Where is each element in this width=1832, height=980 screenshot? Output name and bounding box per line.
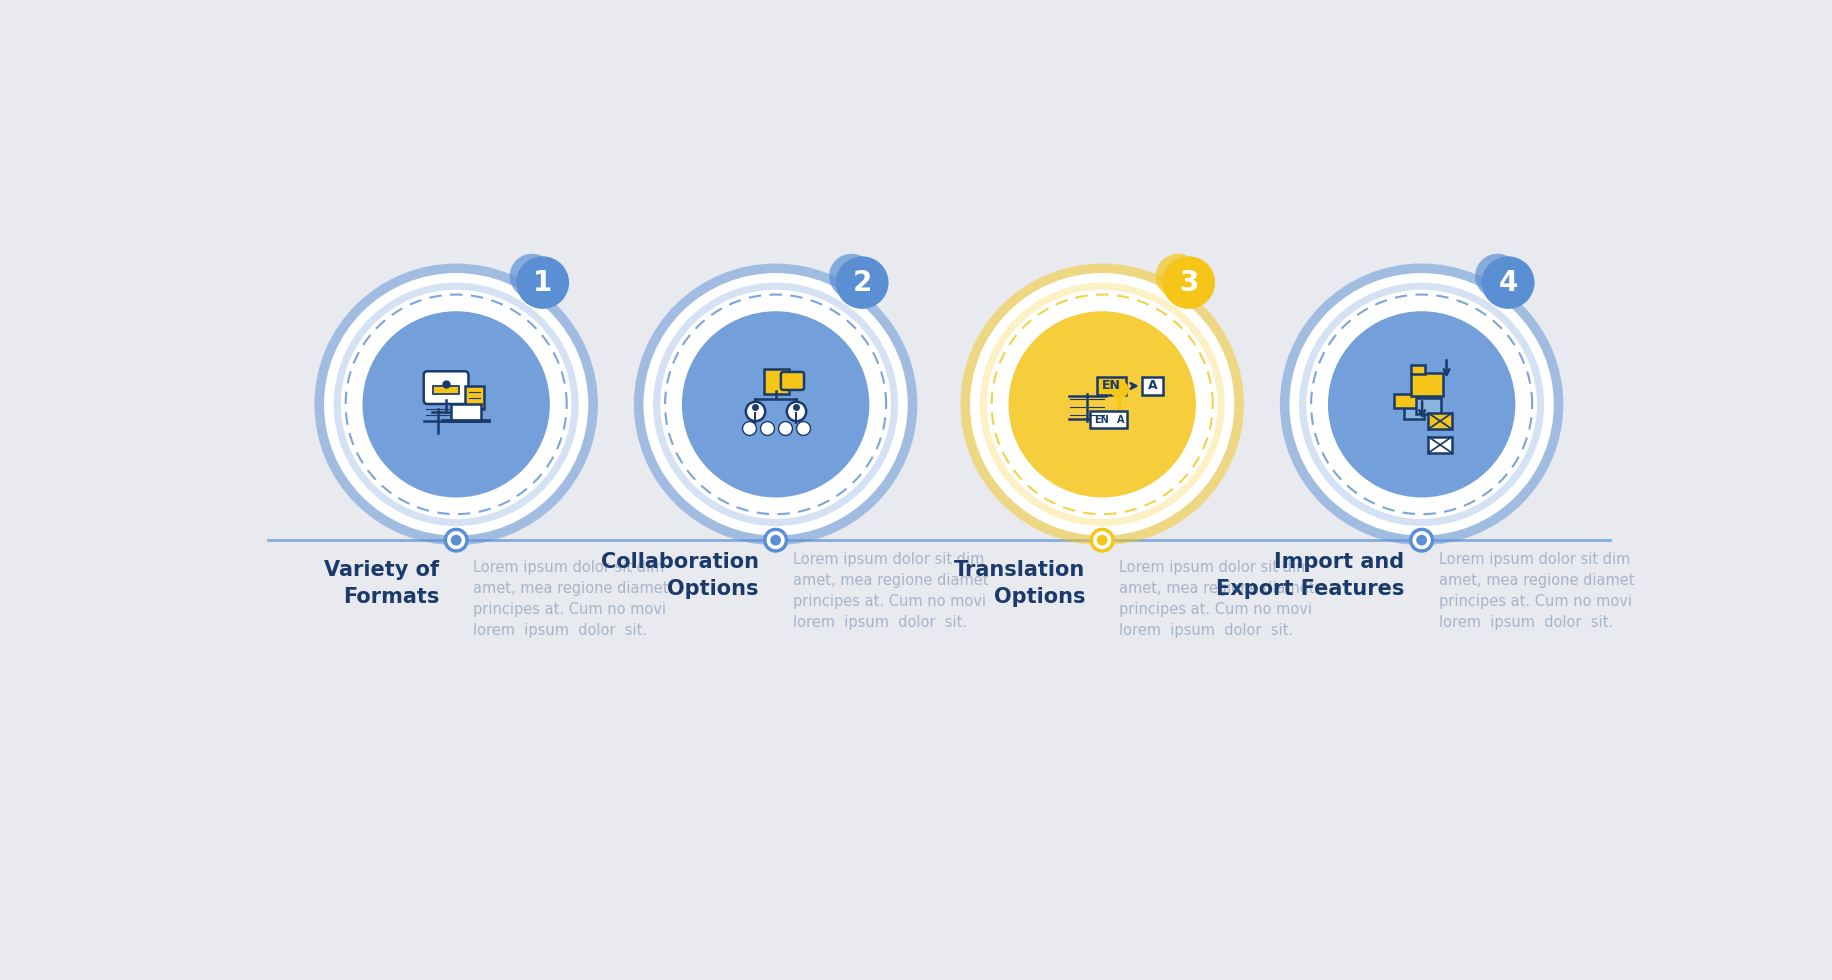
Circle shape — [1416, 535, 1427, 546]
Circle shape — [1299, 282, 1544, 526]
Circle shape — [1161, 257, 1215, 309]
Circle shape — [1290, 273, 1554, 536]
Circle shape — [1328, 312, 1515, 498]
Circle shape — [987, 290, 1218, 519]
Text: Lorem ipsum dolor sit dim
amet, mea regione diamet
principes at. Cum no movi
lor: Lorem ipsum dolor sit dim amet, mea regi… — [1119, 561, 1315, 638]
Circle shape — [643, 273, 909, 536]
Circle shape — [634, 264, 918, 545]
Circle shape — [445, 529, 467, 551]
Circle shape — [764, 529, 786, 551]
Text: A: A — [1118, 416, 1125, 425]
FancyBboxPatch shape — [423, 371, 469, 404]
Text: 1: 1 — [533, 269, 551, 297]
Text: 4: 4 — [1499, 269, 1517, 297]
Circle shape — [363, 312, 550, 498]
Circle shape — [315, 264, 597, 545]
Text: EN: EN — [1103, 379, 1121, 392]
Circle shape — [517, 257, 570, 309]
Circle shape — [1156, 254, 1200, 298]
Circle shape — [960, 264, 1244, 545]
Circle shape — [652, 282, 898, 526]
FancyBboxPatch shape — [465, 386, 484, 410]
FancyBboxPatch shape — [1429, 413, 1453, 429]
FancyBboxPatch shape — [1411, 372, 1442, 396]
Circle shape — [682, 312, 870, 498]
FancyBboxPatch shape — [1097, 376, 1127, 395]
FancyBboxPatch shape — [1090, 411, 1127, 427]
Text: Variety of
Formats: Variety of Formats — [324, 561, 440, 607]
FancyBboxPatch shape — [432, 386, 460, 394]
Text: Lorem ipsum dolor sit dim
amet, mea regione diamet
principes at. Cum no movi
lor: Lorem ipsum dolor sit dim amet, mea regi… — [793, 553, 987, 630]
Circle shape — [1475, 254, 1521, 298]
FancyBboxPatch shape — [780, 372, 804, 390]
Circle shape — [341, 290, 572, 519]
Circle shape — [1092, 529, 1114, 551]
Text: 2: 2 — [852, 269, 872, 297]
Text: Lorem ipsum dolor sit dim
amet, mea regione diamet
principes at. Cum no movi
lor: Lorem ipsum dolor sit dim amet, mea regi… — [1438, 553, 1634, 630]
Text: Lorem ipsum dolor sit dim
amet, mea regione diamet
principes at. Cum no movi
lor: Lorem ipsum dolor sit dim amet, mea regi… — [473, 561, 669, 638]
Circle shape — [835, 257, 889, 309]
Text: Collaboration
Options: Collaboration Options — [601, 553, 758, 599]
FancyBboxPatch shape — [1403, 407, 1425, 419]
FancyBboxPatch shape — [1416, 398, 1442, 415]
Circle shape — [1411, 529, 1433, 551]
Circle shape — [333, 282, 579, 526]
Circle shape — [509, 254, 555, 298]
Circle shape — [1482, 257, 1535, 309]
Circle shape — [1306, 290, 1537, 519]
Circle shape — [451, 535, 462, 546]
Circle shape — [980, 282, 1226, 526]
FancyBboxPatch shape — [1429, 437, 1453, 453]
Text: A: A — [1149, 379, 1158, 392]
FancyBboxPatch shape — [1394, 394, 1418, 408]
FancyBboxPatch shape — [451, 405, 482, 421]
Text: Import and
Export Features: Import and Export Features — [1216, 553, 1405, 599]
Circle shape — [769, 535, 780, 546]
Text: EN: EN — [1094, 416, 1108, 425]
Text: Translation
Options: Translation Options — [954, 561, 1085, 607]
Circle shape — [830, 254, 874, 298]
FancyBboxPatch shape — [1411, 365, 1425, 374]
Circle shape — [1008, 312, 1196, 498]
FancyBboxPatch shape — [1141, 376, 1163, 395]
Circle shape — [1281, 264, 1563, 545]
Circle shape — [969, 273, 1235, 536]
Circle shape — [660, 290, 890, 519]
Circle shape — [324, 273, 588, 536]
Circle shape — [1097, 535, 1108, 546]
Text: 3: 3 — [1180, 269, 1198, 297]
